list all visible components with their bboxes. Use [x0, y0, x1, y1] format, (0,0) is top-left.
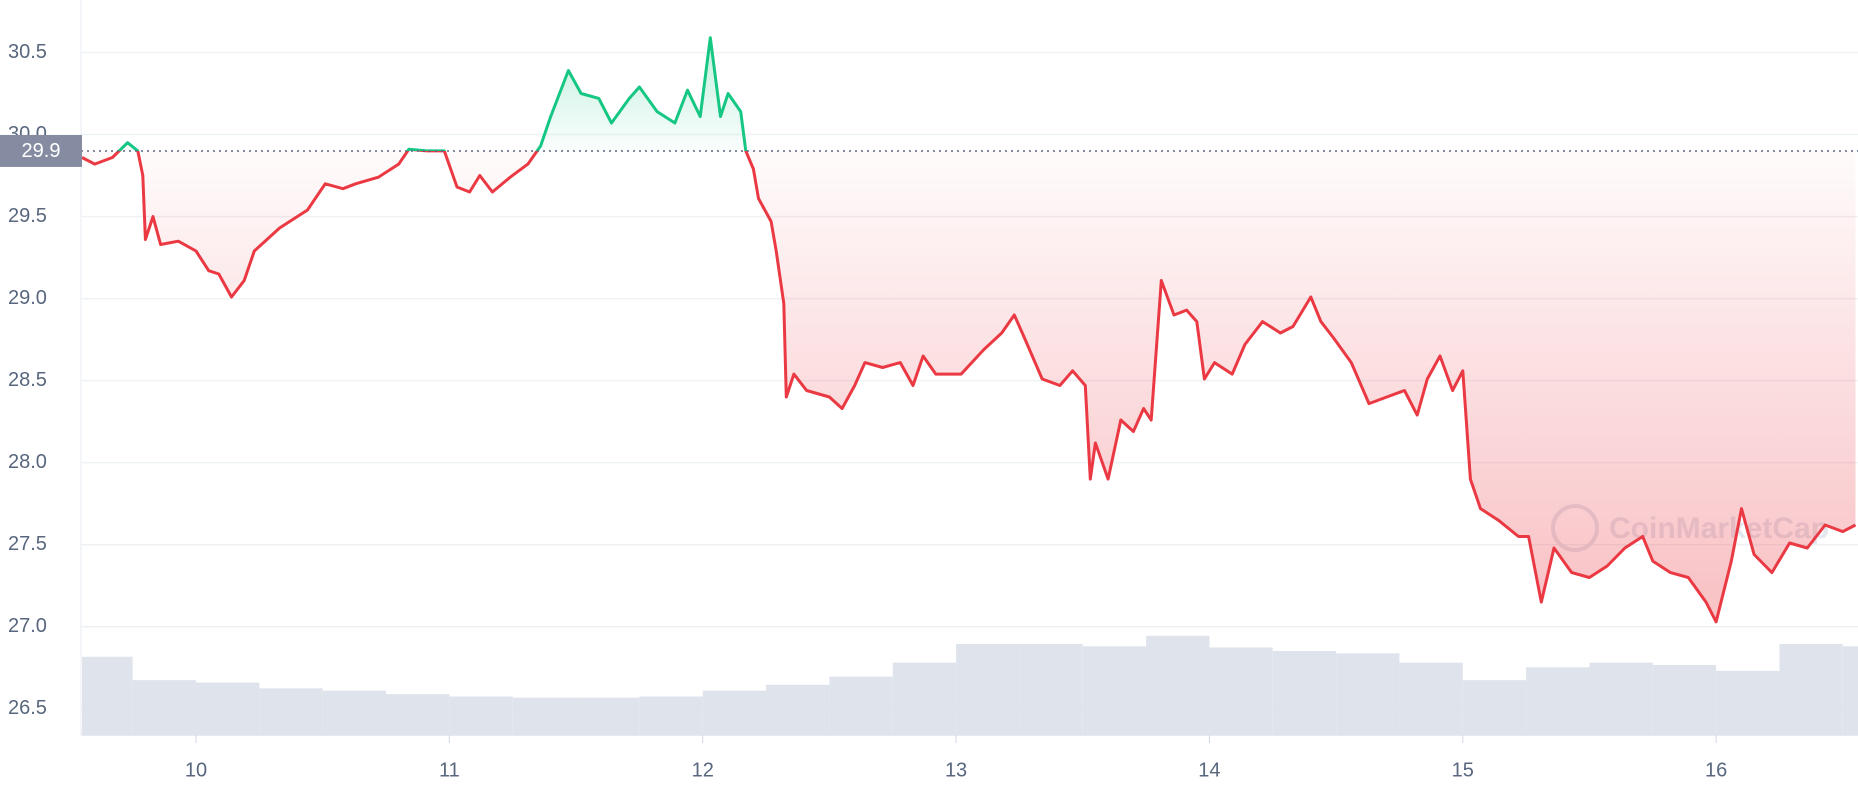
- volume-bar: [132, 680, 197, 735]
- volume-bar: [82, 656, 133, 735]
- volume-bar: [1652, 664, 1717, 735]
- volume-bar: [1526, 667, 1590, 735]
- x-tick-label: 13: [945, 759, 967, 781]
- volume-bar: [322, 690, 387, 735]
- volume-bar: [259, 688, 323, 735]
- volume-bar: [386, 694, 450, 735]
- volume-bar: [196, 682, 260, 735]
- volume-bar: [892, 662, 957, 735]
- baseline-label-box: [0, 134, 82, 167]
- volume-bar: [1336, 653, 1400, 735]
- baseline-label: 29.9: [22, 140, 61, 162]
- volume-bar: [956, 643, 1020, 735]
- area-fill: [82, 37, 1856, 622]
- y-tick-label: 28.0: [8, 451, 47, 473]
- volume-bar: [1019, 643, 1083, 735]
- volume-bar: [1779, 643, 1843, 735]
- y-tick-label: 28.5: [8, 369, 47, 391]
- volume-bar: [639, 696, 703, 735]
- y-tick-label: 27.5: [8, 533, 47, 555]
- volume-bar: [1842, 646, 1858, 735]
- x-tick-label: 10: [185, 759, 207, 781]
- volume-bar: [1146, 635, 1210, 735]
- price-line: [81, 36, 1857, 624]
- y-tick-label: 30.5: [8, 41, 47, 63]
- y-tick-label: 29.5: [8, 205, 47, 227]
- volume-bar: [1716, 670, 1780, 735]
- y-tick-label: 29.0: [8, 287, 47, 309]
- volume-bar: [1209, 647, 1273, 735]
- y-tick-label: 27.0: [8, 615, 47, 637]
- volume-bar: [1272, 650, 1337, 735]
- volume-bar: [702, 690, 767, 735]
- x-tick-label: 14: [1198, 759, 1220, 781]
- x-tick-label: 16: [1705, 759, 1727, 781]
- volume-bar: [829, 676, 893, 735]
- volume-bar: [766, 684, 830, 735]
- volume-bar: [1082, 646, 1147, 735]
- volume-bar: [1399, 662, 1463, 735]
- volume-bar: [1589, 662, 1653, 735]
- x-tick-label: 15: [1452, 759, 1474, 781]
- volume-bar: [1462, 680, 1527, 735]
- volume-bar: [512, 697, 577, 735]
- volume-bar: [576, 697, 640, 735]
- x-tick-label: 11: [439, 759, 460, 781]
- y-tick-label: 26.5: [8, 697, 47, 719]
- volume-bar: [449, 696, 513, 735]
- x-tick-label: 12: [692, 759, 714, 781]
